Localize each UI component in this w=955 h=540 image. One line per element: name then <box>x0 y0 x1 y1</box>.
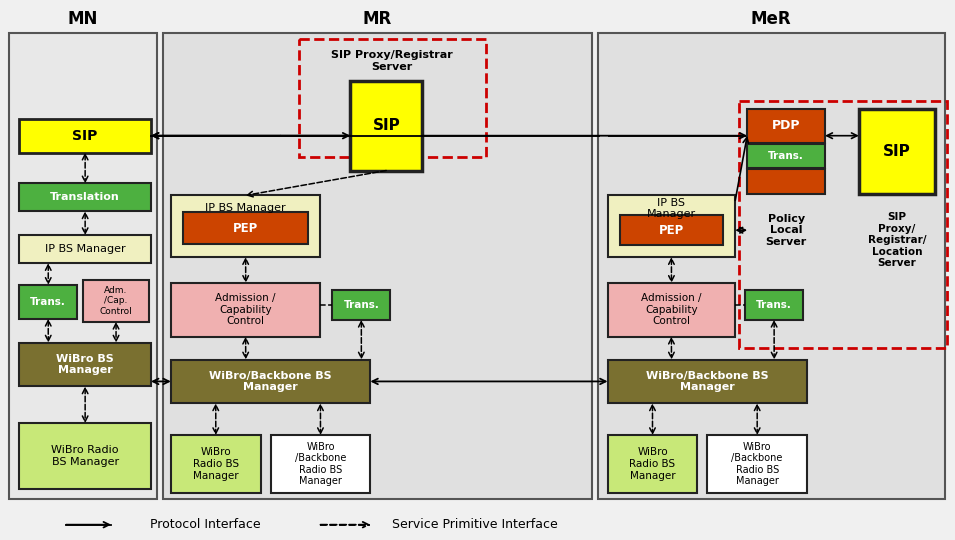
Text: MeR: MeR <box>751 10 792 28</box>
Bar <box>19 119 151 153</box>
Bar <box>299 39 486 157</box>
Bar <box>747 144 825 167</box>
Text: SIP: SIP <box>73 129 97 143</box>
Text: Trans.: Trans. <box>756 300 792 310</box>
Text: PEP: PEP <box>233 222 258 235</box>
Bar <box>747 168 825 194</box>
Bar <box>747 109 825 143</box>
Text: Trans.: Trans. <box>344 300 379 310</box>
Bar <box>600 129 607 143</box>
Bar <box>171 435 261 493</box>
Bar <box>350 81 422 171</box>
Bar <box>83 280 149 322</box>
Text: PEP: PEP <box>659 224 684 237</box>
Text: Service Primitive Interface: Service Primitive Interface <box>393 518 558 531</box>
Bar <box>708 435 807 493</box>
Bar <box>739 101 946 348</box>
Text: WiBro/Backbone BS
Manager: WiBro/Backbone BS Manager <box>646 370 769 392</box>
Text: IP BS
Manager: IP BS Manager <box>647 198 696 219</box>
Bar <box>19 342 151 387</box>
Text: WiBro
/Backbone
Radio BS
Manager: WiBro /Backbone Radio BS Manager <box>732 442 783 487</box>
Text: Trans.: Trans. <box>31 297 66 307</box>
Bar <box>171 195 321 257</box>
Text: WiBro BS
Manager: WiBro BS Manager <box>56 354 114 375</box>
Text: WiBro/Backbone BS
Manager: WiBro/Backbone BS Manager <box>209 370 332 392</box>
Bar <box>163 33 592 499</box>
Bar <box>19 423 151 489</box>
Text: IP BS Manager: IP BS Manager <box>205 204 286 213</box>
Bar <box>607 195 735 257</box>
Bar <box>745 290 803 320</box>
Text: PDP: PDP <box>772 119 800 132</box>
Text: Translation: Translation <box>51 192 120 202</box>
Bar <box>182 212 308 244</box>
Bar <box>607 283 735 336</box>
Text: SIP
Proxy/
Registrar/
Location
Server: SIP Proxy/ Registrar/ Location Server <box>867 212 926 268</box>
Bar <box>607 435 697 493</box>
Text: SIP: SIP <box>372 118 400 133</box>
Text: WiBro Radio
BS Manager: WiBro Radio BS Manager <box>52 446 118 467</box>
Bar <box>10 33 157 499</box>
Text: SIP Proxy/Registrar
Server: SIP Proxy/Registrar Server <box>331 50 453 72</box>
Bar <box>607 360 807 403</box>
Text: SIP: SIP <box>883 144 911 159</box>
Bar <box>332 290 391 320</box>
Text: Adm.
/Cap.
Control: Adm. /Cap. Control <box>99 286 133 316</box>
Text: Policy
Local
Server: Policy Local Server <box>766 214 807 247</box>
Bar <box>19 184 151 211</box>
Text: Admission /
Capability
Control: Admission / Capability Control <box>216 293 276 326</box>
Bar <box>171 360 371 403</box>
Text: WiBro
Radio BS
Manager: WiBro Radio BS Manager <box>629 448 675 481</box>
Text: Trans.: Trans. <box>768 151 804 160</box>
Text: WiBro
/Backbone
Radio BS
Manager: WiBro /Backbone Radio BS Manager <box>295 442 346 487</box>
Bar <box>19 285 77 319</box>
Text: MN: MN <box>68 10 98 28</box>
Text: Admission /
Capability
Control: Admission / Capability Control <box>641 293 702 326</box>
Bar <box>171 283 321 336</box>
Bar <box>859 109 935 194</box>
Text: MR: MR <box>363 10 392 28</box>
Bar <box>270 435 371 493</box>
Bar <box>598 33 944 499</box>
Text: IP BS Manager: IP BS Manager <box>45 244 125 254</box>
Bar <box>19 235 151 263</box>
Bar <box>620 215 723 245</box>
Text: WiBro
Radio BS
Manager: WiBro Radio BS Manager <box>193 448 239 481</box>
Text: Protocol Interface: Protocol Interface <box>151 518 261 531</box>
